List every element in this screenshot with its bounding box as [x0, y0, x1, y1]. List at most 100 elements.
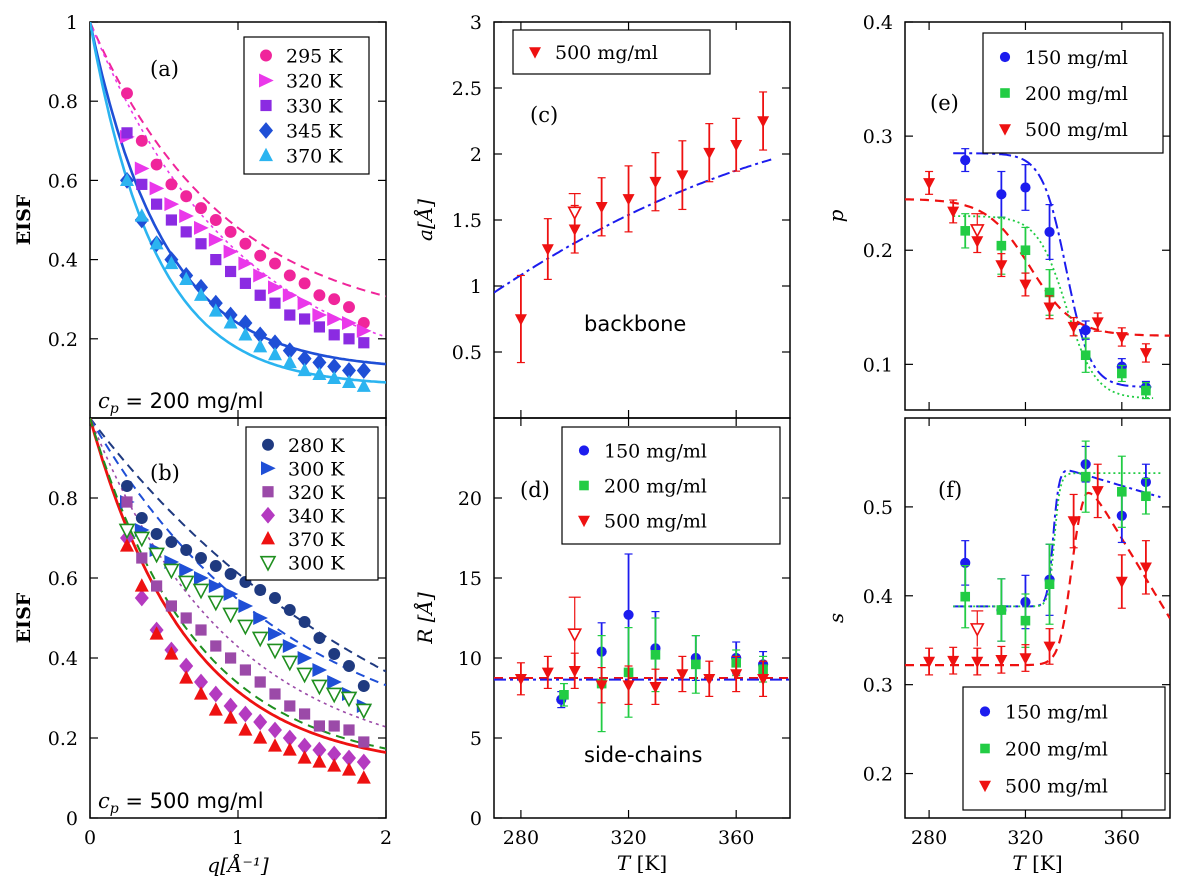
y-axis-label: EISF: [13, 592, 35, 643]
legend-label: 150 mg/ml: [604, 441, 707, 463]
legend-label: 370 K: [288, 529, 345, 551]
data-point: [947, 655, 960, 668]
data-point: [995, 654, 1008, 667]
data-point: [356, 362, 371, 379]
data-point: [282, 288, 298, 303]
series-3: [121, 127, 370, 349]
data-point: [209, 560, 222, 572]
data-point: [253, 713, 268, 731]
y-tick-label: 0.2: [48, 329, 78, 351]
data-point: [269, 688, 281, 700]
series-3: [514, 652, 770, 706]
data-point: [269, 592, 281, 604]
series-2: [960, 440, 1151, 648]
legend-label: 200 mg/ml: [604, 476, 707, 498]
y-tick-label: 5: [470, 728, 482, 750]
data-point: [253, 730, 268, 744]
panel-label: (c): [530, 103, 558, 127]
legend-marker: [999, 51, 1011, 63]
data-point: [356, 323, 372, 338]
data-point: [179, 271, 194, 285]
data-point: [238, 599, 254, 613]
series-1: [514, 91, 770, 364]
fit-curves: [905, 469, 1170, 667]
data-point: [149, 626, 164, 640]
legend-label: 500 mg/ml: [1025, 119, 1128, 141]
data-point: [312, 354, 327, 371]
data-point: [268, 346, 282, 361]
data-point: [1044, 226, 1055, 238]
data-point: [1091, 486, 1104, 498]
x-tick-label: 360: [718, 827, 754, 849]
data-point: [313, 632, 326, 644]
data-point: [135, 134, 148, 147]
data-point: [1020, 182, 1031, 193]
data-point: [299, 708, 311, 720]
data-point: [238, 705, 253, 723]
data-point: [269, 257, 281, 270]
legend-label: 150 mg/ml: [1005, 702, 1108, 724]
data-point: [136, 178, 148, 190]
fit-curves: [905, 152, 1170, 399]
data-point: [179, 670, 194, 684]
legend: 150 mg/ml 200 mg/ml 500 mg/ml: [561, 426, 781, 545]
panel-label: (a): [150, 57, 179, 81]
data-point: [1020, 615, 1031, 626]
data-point: [223, 306, 238, 324]
data-point: [1141, 385, 1151, 396]
data-point: [254, 249, 267, 262]
data-point: [947, 206, 960, 219]
data-point: [1091, 317, 1104, 329]
data-point: [328, 648, 341, 660]
data-point: [559, 690, 569, 700]
series-3: [121, 496, 370, 748]
data-point: [356, 753, 371, 771]
data-point: [1080, 350, 1091, 361]
data-point: [225, 265, 237, 278]
y-tick-label: 1: [66, 12, 78, 34]
data-point: [313, 289, 326, 302]
data-point: [676, 170, 689, 182]
data-point: [150, 158, 163, 171]
data-point: [514, 674, 527, 686]
data-point: [297, 362, 312, 377]
data-point: [1115, 576, 1128, 589]
data-point: [1080, 325, 1091, 336]
data-point: [340, 691, 358, 708]
data-point: [121, 87, 133, 100]
x-axis-label-q: q[Å⁻¹]: [207, 852, 269, 877]
data-point: [121, 496, 133, 508]
panel-b: 0 1 2 0 0.2 0.4 0.6 0.8 EISF (b) cp = 500 mg/ml 280…: [13, 417, 392, 849]
data-point: [281, 655, 299, 672]
legend-label: 300 K: [288, 458, 345, 480]
data-point: [730, 139, 743, 152]
data-point: [923, 656, 936, 669]
data-point: [960, 226, 971, 236]
data-point: [541, 244, 554, 256]
data-point: [207, 595, 225, 612]
legend-box: [245, 426, 379, 581]
data-point: [355, 703, 373, 720]
legend-label: 370 K: [286, 146, 343, 168]
data-point: [327, 745, 342, 763]
data-point: [194, 686, 208, 700]
legend-box: [962, 686, 1166, 811]
data-points: [120, 87, 372, 392]
data-point: [297, 750, 312, 764]
y-tick-label: 0.3: [863, 675, 893, 697]
data-point: [623, 609, 634, 620]
legend: 150 mg/ml 200 mg/ml 500 mg/ml: [962, 686, 1166, 811]
axes-frame: [904, 21, 1171, 411]
data-point: [313, 321, 325, 333]
data-point: [568, 666, 581, 678]
legend-marker: [259, 147, 273, 162]
y-tick-label: 10: [458, 648, 482, 670]
data-point: [136, 552, 148, 564]
data-points: [923, 148, 1152, 400]
data-point: [1115, 332, 1128, 344]
y-tick-label: 3: [470, 12, 482, 34]
legend-label: 300 K: [288, 552, 345, 574]
fit-line: [90, 418, 386, 728]
data-point: [151, 198, 163, 210]
data-point: [676, 669, 689, 681]
